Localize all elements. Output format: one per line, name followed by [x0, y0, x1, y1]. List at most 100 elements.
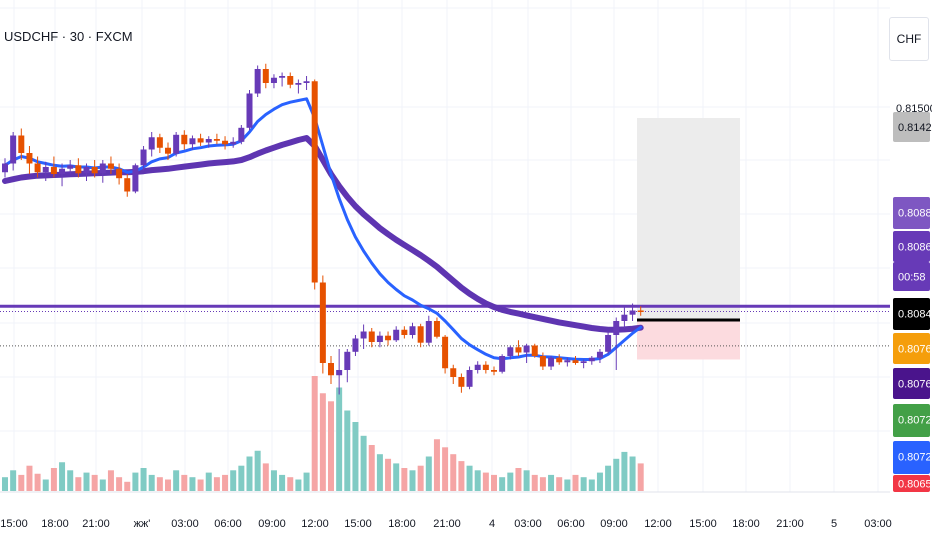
volume-bar: [474, 470, 481, 491]
volume-bar: [295, 479, 302, 491]
candle-body: [165, 147, 171, 154]
candle-body: [279, 76, 286, 78]
candle-body: [376, 335, 383, 342]
price-label: 0.80726: [898, 452, 932, 464]
candle-body: [515, 347, 522, 353]
candle-body: [262, 69, 269, 83]
volume-bar: [254, 450, 261, 491]
volume-bar: [238, 465, 245, 491]
volume-bar: [352, 422, 359, 491]
candle-body: [491, 370, 497, 372]
volume-bar: [360, 435, 367, 491]
volume-bar: [605, 465, 612, 491]
candle-body: [67, 165, 74, 169]
price-label: 0.80654: [898, 479, 932, 491]
target-zone: [637, 118, 740, 320]
candle-body: [132, 165, 139, 192]
time-tick-label: 18:00: [388, 518, 416, 530]
volume-bar: [425, 456, 432, 491]
candle-body: [637, 310, 644, 312]
candle-body: [59, 168, 66, 174]
candle-body: [613, 321, 620, 335]
candle-body: [580, 361, 587, 363]
price-label: 0.80769: [898, 344, 932, 356]
candle-body: [548, 357, 555, 367]
volume-bar: [564, 479, 571, 491]
price-label-box: [893, 368, 930, 399]
candle-body: [556, 357, 563, 363]
time-tick-label: 12:00: [301, 518, 329, 530]
volume-bar: [213, 477, 220, 491]
candle-body: [287, 76, 294, 85]
volume-bar: [116, 477, 123, 491]
volume-bar: [205, 472, 212, 491]
volume-bar: [458, 461, 465, 491]
time-tick-label: 03:00: [864, 518, 892, 530]
candle-body: [605, 335, 612, 352]
candle-body: [588, 357, 595, 362]
candle-body: [254, 69, 261, 94]
volume-bar: [319, 393, 326, 491]
candle-body: [539, 356, 546, 367]
volume-bar: [311, 376, 318, 491]
candle-body: [99, 163, 106, 174]
candle-body: [596, 351, 603, 358]
volume-bar: [197, 479, 204, 491]
price-label-box: [893, 262, 930, 291]
time-tick-label: 09:00: [600, 518, 628, 530]
candle-body: [26, 153, 33, 164]
candle-body: [124, 178, 131, 192]
price-label: 0.80769: [898, 379, 932, 391]
volume-bar: [156, 477, 163, 491]
currency-button[interactable]: CHF: [889, 17, 929, 61]
volume-bar: [99, 479, 106, 491]
candle-body: [18, 135, 25, 153]
candle-body: [42, 167, 49, 173]
volume-bar: [42, 479, 49, 491]
volume-bar: [59, 462, 66, 491]
candle-body: [433, 321, 440, 337]
candle-body: [75, 165, 82, 174]
volume-bar: [531, 474, 538, 491]
volume-bar: [482, 472, 489, 491]
volume-bar: [270, 470, 277, 491]
volume-bar: [548, 474, 555, 491]
price-axis[interactable]: 0.815000.814200.808820.8086700:580.80843…: [890, 0, 932, 492]
symbol-title[interactable]: USDCHF · 30 · FXCM: [4, 29, 133, 44]
candle-body: [246, 93, 253, 128]
volume-bar: [621, 451, 628, 491]
price-label: 00:58: [898, 272, 926, 284]
volume-bar: [262, 463, 269, 491]
candle-body: [181, 134, 188, 145]
price-label-box: [893, 475, 930, 492]
volume-bar: [18, 474, 25, 491]
volume-bar: [376, 454, 383, 491]
price-label: 0.80882: [898, 208, 932, 220]
candle-body: [344, 351, 351, 370]
candle-body: [621, 314, 628, 321]
candle-body: [531, 345, 538, 356]
candle-body: [564, 360, 571, 363]
candle-body: [474, 364, 481, 370]
candle-body: [499, 356, 506, 372]
volume-bar: [230, 470, 237, 491]
volume-bar: [246, 456, 253, 491]
candle-body: [417, 326, 424, 343]
candle-body: [91, 167, 98, 174]
candle-body: [34, 163, 41, 173]
volume-bar: [91, 474, 98, 491]
price-label: 0.80843: [898, 309, 932, 321]
time-tick-label: 12:00: [644, 518, 672, 530]
position-tool[interactable]: [637, 118, 740, 360]
candle-body: [205, 139, 212, 143]
time-tick-label: 5: [831, 518, 837, 530]
price-label-box: [893, 112, 930, 142]
candle-body: [107, 163, 114, 169]
volume-bar: [50, 468, 57, 491]
candle-body: [425, 321, 432, 343]
candle-body: [466, 370, 473, 387]
time-axis[interactable]: 15:00 18:00 21:00 жж' 03:00 06:00 09:00 12:00 15…: [0, 491, 932, 550]
candle-body: [2, 163, 8, 173]
